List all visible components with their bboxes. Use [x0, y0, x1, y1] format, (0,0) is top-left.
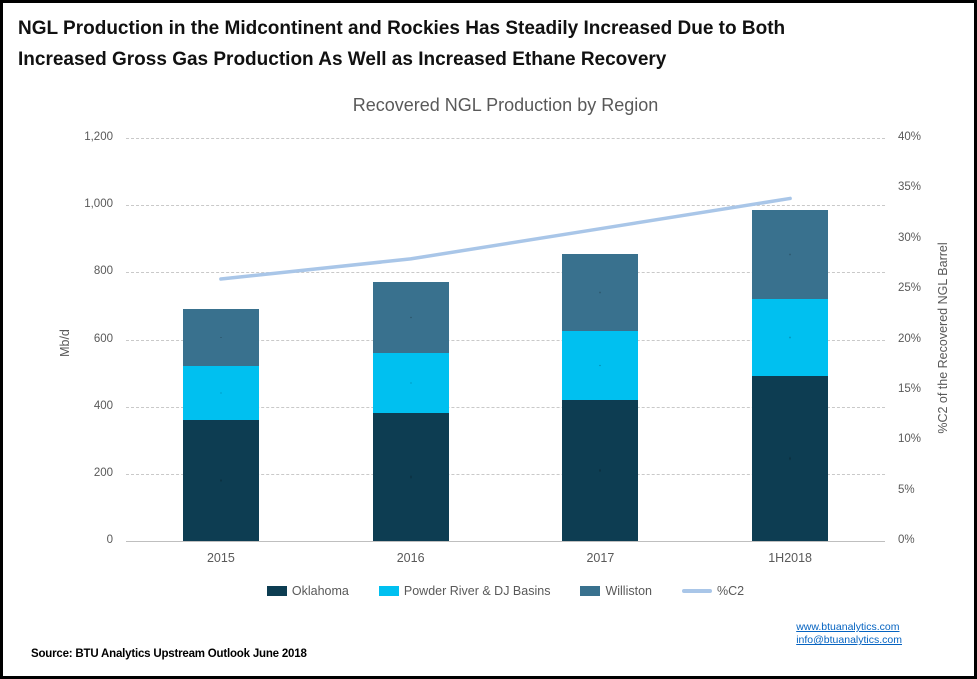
- y2-axis-tick-label: 40%: [898, 131, 922, 143]
- bar-segment-oklahoma: [372, 413, 449, 541]
- legend-item-williston: Williston: [580, 584, 652, 598]
- gridline: [126, 339, 885, 341]
- website-link[interactable]: www.btuanalytics.com: [796, 621, 900, 633]
- chart-legend: Oklahoma Powder River & DJ Basins Willisto…: [126, 584, 885, 598]
- y2-axis-tick-label: 15%: [898, 382, 922, 395]
- gridline: [126, 205, 885, 207]
- email-link[interactable]: info@btuanalytics.com: [796, 634, 902, 646]
- y-axis-tick-label: 1,200: [84, 131, 113, 143]
- x-axis-line: [126, 541, 885, 542]
- x-axis-label: 2016: [396, 551, 425, 565]
- bar-segment-williston: [182, 309, 259, 367]
- bar-segment-oklahoma: [752, 376, 829, 541]
- bar-segment-powder-river-dj-basins: [182, 366, 259, 421]
- gridline: [126, 406, 885, 408]
- y2-axis-tick-label: 30%: [898, 231, 922, 244]
- y-axis-tick-label: 400: [93, 399, 113, 412]
- legend-swatch: [378, 586, 399, 596]
- slide-title-line1: NGL Production in the Midcontinent and R…: [18, 18, 786, 39]
- slide-title-line2: Increased Gross Gas Production As Well a…: [18, 49, 667, 70]
- legend-label: Powder River & DJ Basins: [403, 584, 551, 598]
- bar-segment-williston: [562, 253, 639, 332]
- contact-links: www.btuanalytics.com info@btuanalytics.c…: [796, 621, 902, 647]
- legend-swatch: [266, 586, 287, 596]
- legend-label: Oklahoma: [291, 584, 349, 598]
- y-axis-tick-label: 0: [106, 534, 113, 546]
- bar-segment-williston: [752, 210, 829, 300]
- y-axis-tick-label: 1,000: [84, 198, 113, 211]
- bar-segment-powder-river-dj-basins: [372, 352, 449, 414]
- source-note: Source: BTU Analytics Upstream Outlook J…: [31, 648, 307, 660]
- bar-segment-oklahoma: [562, 399, 639, 541]
- y2-axis-tick-label: 10%: [898, 433, 922, 446]
- gridline: [126, 272, 885, 274]
- chart-title: Recovered NGL Production by Region: [352, 95, 659, 115]
- gridline: [126, 138, 885, 139]
- y-axis-tick-label: 600: [93, 332, 113, 345]
- legend-swatch: [682, 589, 712, 593]
- x-axis-label: 2017: [586, 551, 615, 565]
- legend-item-oklahoma: Oklahoma: [266, 584, 349, 598]
- y-axis-tick-label: 800: [93, 265, 113, 278]
- y2-axis-tick-label: 35%: [898, 181, 922, 194]
- x-axis-label: 1H2018: [768, 551, 813, 565]
- legend-swatch: [580, 586, 601, 596]
- legend-item-powder-river-dj-basins: Powder River & DJ Basins: [378, 584, 551, 598]
- legend-label: %C2: [717, 584, 745, 598]
- slide-title: NGL Production in the Midcontinent and R…: [18, 13, 963, 75]
- gridline: [126, 473, 885, 475]
- legend-label: Williston: [605, 584, 652, 598]
- c2-line-path: [219, 196, 792, 281]
- bar-segment-powder-river-dj-basins: [562, 331, 639, 400]
- y2-axis-tick-label: 0%: [898, 534, 915, 546]
- bar-segment-oklahoma: [182, 420, 259, 541]
- y2-axis-tick-label: 25%: [898, 282, 922, 295]
- y2-axis-tick-label: 20%: [898, 332, 922, 345]
- y2-axis-tick-label: 5%: [898, 483, 915, 496]
- bar-segment-williston: [372, 282, 449, 353]
- c2-line-series: [219, 196, 792, 281]
- bar-segment-powder-river-dj-basins: [752, 299, 829, 377]
- legend-item--c2: %C2: [682, 584, 744, 598]
- x-axis-label: 2015: [206, 551, 235, 565]
- y-axis-tick-label: 200: [93, 466, 113, 479]
